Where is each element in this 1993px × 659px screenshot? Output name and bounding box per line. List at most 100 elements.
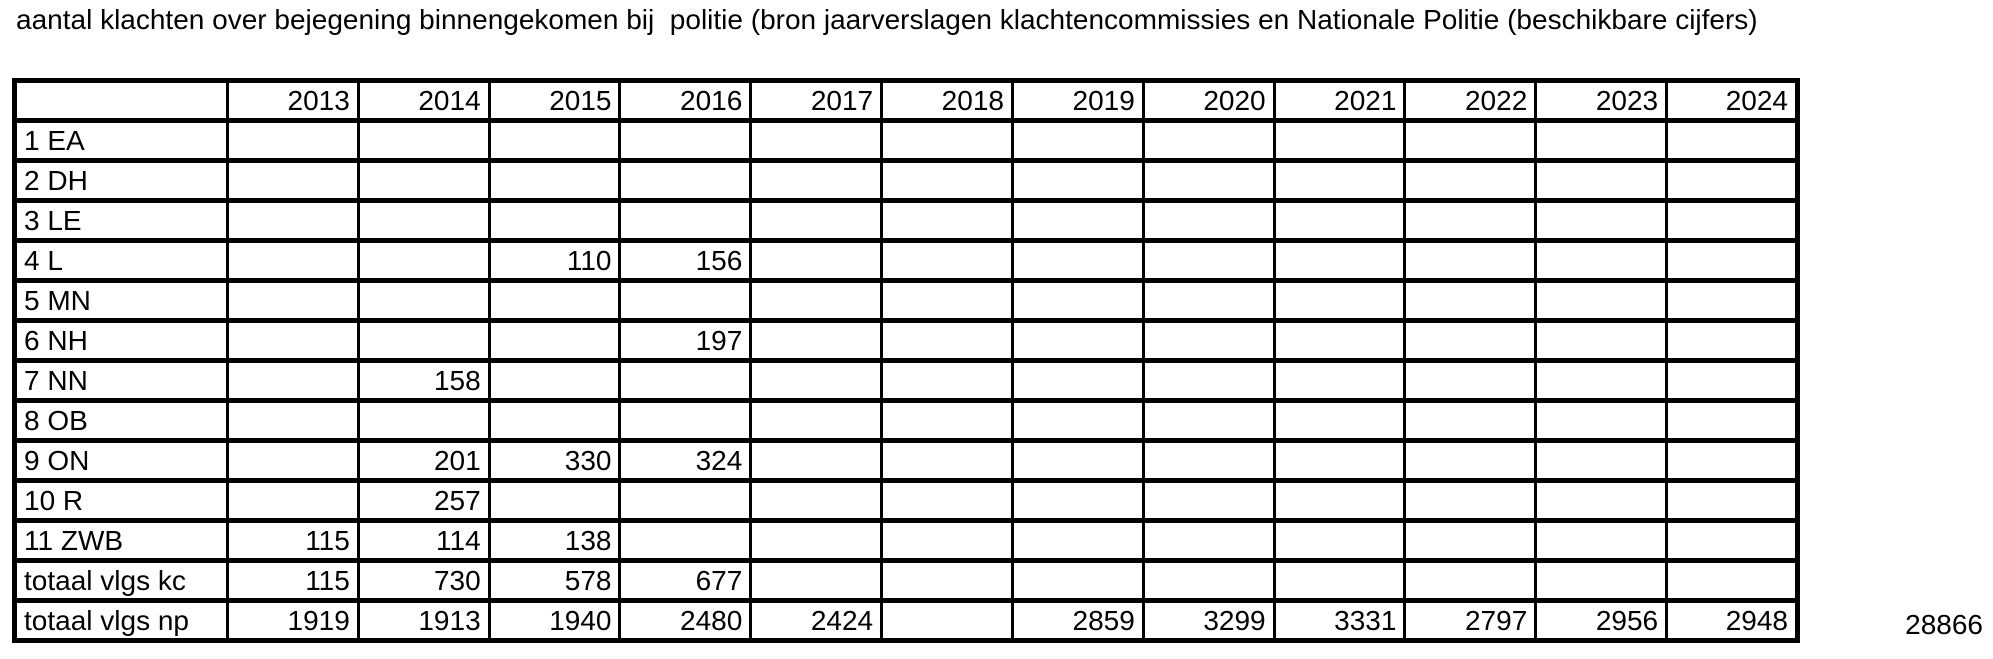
value-cell (1141, 398, 1276, 443)
value-cell: 330 (487, 438, 622, 483)
value-cell (880, 398, 1014, 443)
value-cell (618, 158, 753, 203)
value-cell (1272, 438, 1407, 483)
value-cell (1403, 238, 1538, 283)
table-row: 1 EA (13, 118, 1799, 163)
value-cell (1272, 238, 1407, 283)
value-cell (880, 118, 1014, 163)
value-cell (226, 358, 360, 403)
value-cell (1534, 278, 1669, 323)
value-cell (1534, 558, 1669, 603)
table-row: 5 MN (13, 278, 1799, 323)
row-label-cell: 8 OB (13, 398, 229, 443)
value-cell (880, 438, 1014, 483)
value-cell (226, 118, 360, 163)
value-cell: 1913 (356, 598, 491, 643)
value-cell (1141, 318, 1276, 363)
value-cell (1272, 278, 1407, 323)
value-cell (749, 438, 884, 483)
value-cell (1665, 278, 1799, 323)
value-cell (1403, 398, 1538, 443)
value-cell (226, 318, 360, 363)
value-cell (1272, 158, 1407, 203)
table-row: 6 NH 197 (13, 318, 1799, 363)
value-cell (1272, 118, 1407, 163)
value-cell: 110 (487, 238, 622, 283)
value-cell (226, 438, 360, 483)
value-cell (1272, 558, 1407, 603)
value-cell (487, 358, 622, 403)
year-header-cell: 2014 (356, 78, 491, 123)
value-cell: 114 (356, 518, 491, 563)
value-cell (1010, 118, 1145, 163)
value-cell (618, 518, 753, 563)
value-cell (1403, 358, 1538, 403)
value-cell: 115 (226, 518, 360, 563)
value-cell (1272, 358, 1407, 403)
value-cell (1010, 238, 1145, 283)
complaints-table: 2013 2014 2015 2016 2017 2018 2019 2020 2021 2022… (12, 78, 1800, 643)
value-cell (1010, 158, 1145, 203)
value-cell: 115 (226, 558, 360, 603)
year-header-row: 2013 2014 2015 2016 2017 2018 2019 2020 2021 2022… (13, 78, 1799, 123)
year-header-cell: 2024 (1665, 78, 1799, 123)
row-label-cell: 1 EA (13, 118, 229, 163)
value-cell: 2948 (1665, 598, 1799, 643)
row-label-cell: totaal vlgs kc (13, 558, 229, 603)
grand-total-value: 28866 (1905, 609, 1983, 640)
row-label-cell: 11 ZWB (13, 518, 229, 563)
value-cell (226, 198, 360, 243)
value-cell (880, 198, 1014, 243)
value-cell (1141, 558, 1276, 603)
value-cell (880, 478, 1014, 523)
value-cell (1141, 358, 1276, 403)
value-cell (1665, 478, 1799, 523)
value-cell (749, 358, 884, 403)
table-row: totaal vlgs kc 115 730 578 677 (13, 558, 1799, 603)
value-cell: 2797 (1403, 598, 1538, 643)
table-row: 2 DH (13, 158, 1799, 203)
value-cell (1534, 478, 1669, 523)
value-cell (1141, 198, 1276, 243)
table-row: 7 NN 158 (13, 358, 1799, 403)
row-label-cell: 10 R (13, 478, 229, 523)
value-cell (1665, 398, 1799, 443)
row-label-cell: totaal vlgs np (13, 598, 229, 643)
value-cell (749, 158, 884, 203)
value-cell (618, 398, 753, 443)
value-cell (749, 318, 884, 363)
value-cell (880, 238, 1014, 283)
year-header-cell: 2021 (1272, 78, 1407, 123)
year-header-cell: 2018 (880, 78, 1014, 123)
value-cell (487, 158, 622, 203)
year-header-cell: 2019 (1010, 78, 1145, 123)
value-cell: 2956 (1534, 598, 1669, 643)
value-cell (487, 118, 622, 163)
value-cell (618, 198, 753, 243)
value-cell (749, 558, 884, 603)
year-header-cell: 2015 (487, 78, 622, 123)
value-cell: 2859 (1010, 598, 1145, 643)
value-cell (1534, 438, 1669, 483)
corner-cell (13, 78, 229, 123)
value-cell (487, 478, 622, 523)
value-cell (1665, 238, 1799, 283)
value-cell (1534, 118, 1669, 163)
value-cell (1272, 398, 1407, 443)
value-cell: 156 (618, 238, 753, 283)
value-cell (1010, 478, 1145, 523)
value-cell (487, 198, 622, 243)
value-cell (1010, 398, 1145, 443)
value-cell (1534, 198, 1669, 243)
value-cell (1534, 318, 1669, 363)
value-cell (618, 358, 753, 403)
value-cell (356, 278, 491, 323)
value-cell: 2480 (618, 598, 753, 643)
value-cell (1665, 318, 1799, 363)
value-cell (226, 238, 360, 283)
row-label-cell: 5 MN (13, 278, 229, 323)
value-cell (749, 398, 884, 443)
value-cell: 324 (618, 438, 753, 483)
table-row: 11 ZWB 115 114 138 (13, 518, 1799, 563)
row-label-cell: 2 DH (13, 158, 229, 203)
